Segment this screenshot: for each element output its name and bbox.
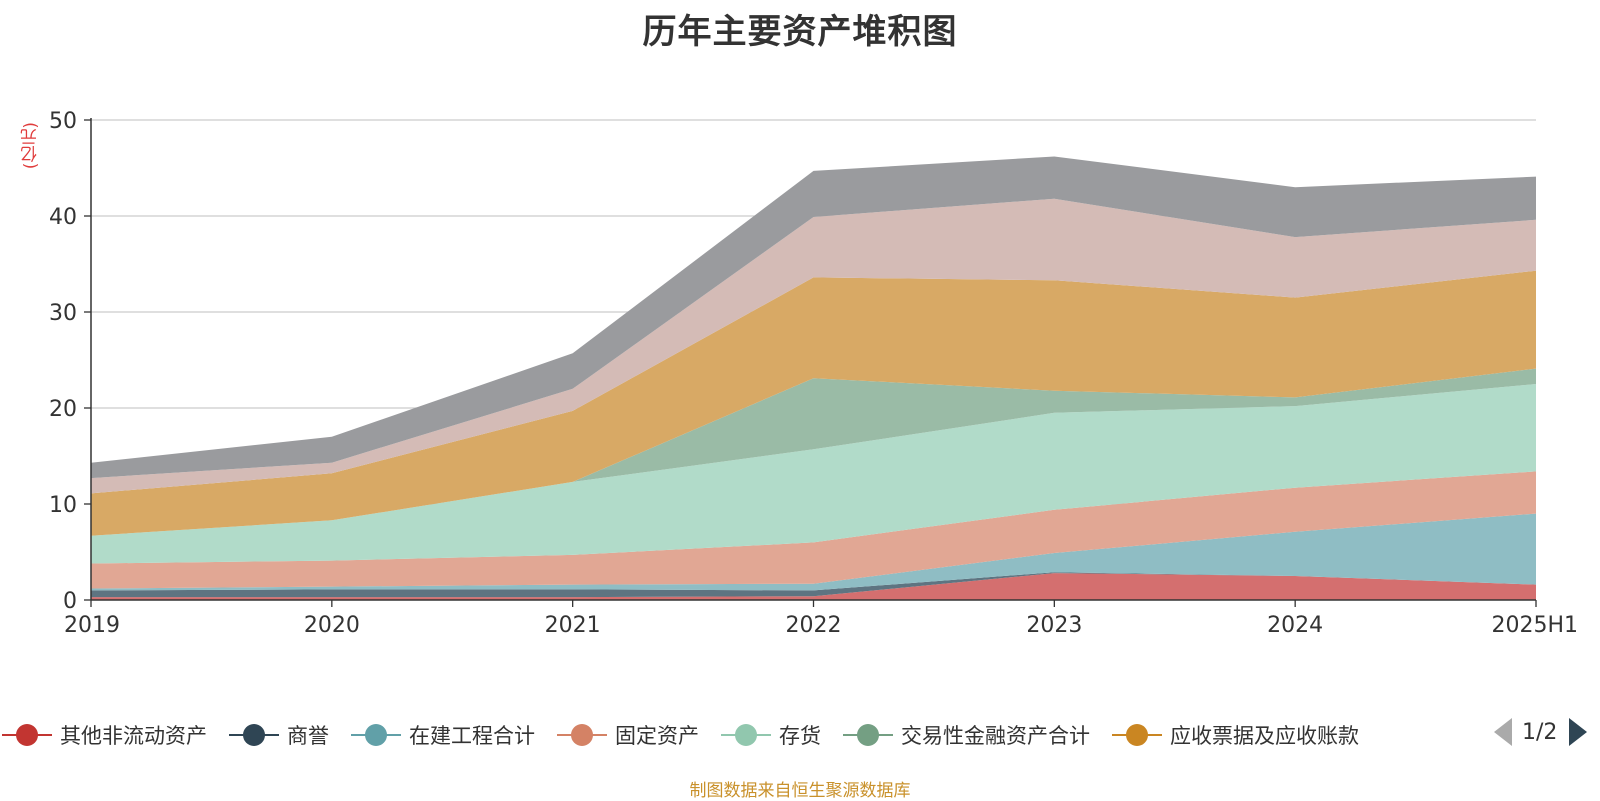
legend-label: 固定资产 bbox=[615, 724, 699, 748]
x-tick-label: 2021 bbox=[545, 613, 601, 638]
y-tick-label: 20 bbox=[49, 397, 77, 422]
x-tick-label: 2019 bbox=[64, 613, 120, 638]
legend-label: 存货 bbox=[779, 724, 821, 748]
legend-item[interactable]: 固定资产 bbox=[557, 720, 699, 750]
area-series-7 bbox=[91, 270, 1536, 536]
legend-next-page-icon[interactable] bbox=[1569, 718, 1588, 746]
y-tick-label: 30 bbox=[49, 301, 77, 326]
x-tick-label: 2020 bbox=[304, 613, 360, 638]
chart-title: 历年主要资产堆积图 bbox=[642, 12, 958, 52]
legend-label: 在建工程合计 bbox=[409, 724, 535, 748]
area-series-3 bbox=[91, 513, 1536, 591]
area-series bbox=[91, 156, 1536, 600]
x-tick-label: 2025H1 bbox=[1491, 613, 1578, 638]
legend-marker-icon bbox=[351, 723, 401, 747]
legend-label: 交易性金融资产合计 bbox=[901, 724, 1090, 748]
y-tick-label: 40 bbox=[49, 205, 77, 230]
legend-item[interactable]: 存货 bbox=[721, 720, 821, 750]
area-series-6 bbox=[91, 368, 1536, 536]
legend-marker-icon bbox=[1112, 723, 1162, 747]
legend-marker-icon bbox=[557, 723, 607, 747]
legend-pager: 1/2 bbox=[1494, 718, 1588, 746]
legend-marker-icon bbox=[229, 723, 279, 747]
area-series-8 bbox=[91, 198, 1536, 494]
legend-marker-icon bbox=[843, 723, 893, 747]
x-tick-label: 2024 bbox=[1267, 613, 1323, 638]
legend-page-indicator: 1/2 bbox=[1522, 719, 1558, 745]
legend-item[interactable]: 交易性金融资产合计 bbox=[843, 720, 1090, 750]
y-tick-label: 0 bbox=[63, 589, 77, 614]
x-tick-label: 2022 bbox=[786, 613, 842, 638]
legend-marker-icon bbox=[2, 723, 52, 747]
x-tick-label: 2023 bbox=[1026, 613, 1082, 638]
legend-marker-icon bbox=[721, 723, 771, 747]
stacked-area-chart: 0 10 20 30 40 50 2019 2020 2021 2022 2023 2024 2025H… bbox=[49, 109, 1578, 638]
area-series-2 bbox=[91, 572, 1536, 598]
legend-item[interactable]: 应收票据及应收账款 bbox=[1112, 720, 1359, 750]
legend-item[interactable]: 其他非流动资产 bbox=[2, 720, 207, 750]
y-tick-label: 50 bbox=[49, 109, 77, 134]
area-series-1 bbox=[91, 573, 1536, 600]
legend-label: 商誉 bbox=[287, 724, 329, 748]
legend-item[interactable]: 在建工程合计 bbox=[351, 720, 535, 750]
area-series-9 bbox=[91, 156, 1536, 479]
y-tick-label: 10 bbox=[49, 493, 77, 518]
legend: 其他非流动资产 商誉 在建工程合计 固定资产 存货 交易性金融资产合计 应收票据及应收账款 bbox=[0, 718, 1600, 752]
area-series-5 bbox=[91, 384, 1536, 564]
legend-label: 其他非流动资产 bbox=[60, 724, 207, 748]
legend-item[interactable]: 商誉 bbox=[229, 720, 329, 750]
area-series-4 bbox=[91, 471, 1536, 589]
legend-label: 应收票据及应收账款 bbox=[1170, 724, 1359, 748]
legend-prev-page-icon[interactable] bbox=[1494, 718, 1512, 746]
data-source-note: 制图数据来自恒生聚源数据库 bbox=[689, 781, 911, 801]
axes: 0 10 20 30 40 50 2019 2020 2021 2022 2023 2024 2025H… bbox=[49, 109, 1578, 638]
